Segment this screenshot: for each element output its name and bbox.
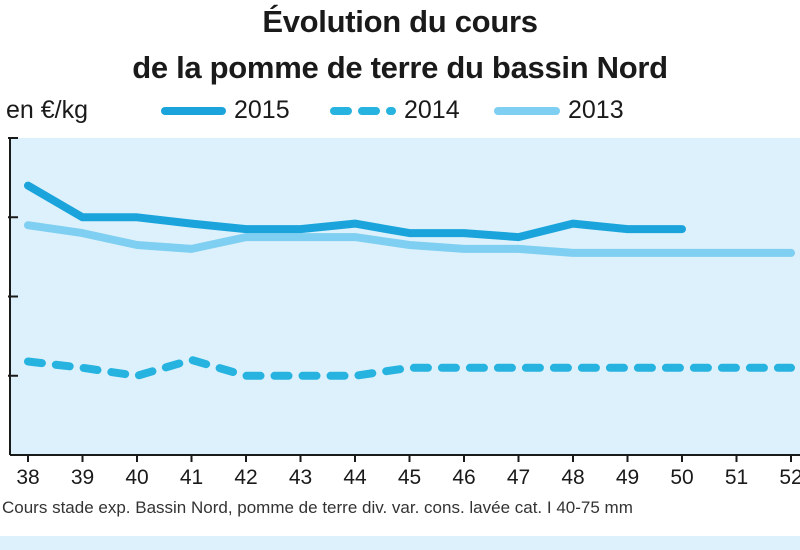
x-tick-label-43: 43	[289, 466, 312, 489]
x-tick-label-52: 52	[779, 466, 800, 489]
x-tick-label-45: 45	[398, 466, 421, 489]
x-tick-label-44: 44	[343, 466, 367, 489]
chart-title-line-2: de la pomme de terre du bassin Nord	[132, 50, 668, 85]
legend-label-2014: 2014	[404, 96, 460, 124]
x-tick-label-48: 48	[561, 466, 584, 489]
chart-title-line-1: Évolution du cours	[262, 4, 538, 39]
legend-label-2013: 2013	[568, 96, 624, 124]
plot-background	[10, 138, 800, 455]
source-note: Cours stade exp. Bassin Nord, pomme de t…	[2, 498, 633, 517]
x-tick-label-51: 51	[725, 466, 748, 489]
x-tick-label-50: 50	[670, 466, 693, 489]
legend-label-2015: 2015	[234, 96, 290, 124]
y-axis-unit-label: en €/kg	[6, 96, 89, 124]
series-line-2013	[24, 221, 795, 257]
series-line-2015	[24, 181, 686, 242]
x-tick-label-46: 46	[452, 466, 475, 489]
x-tick-label-39: 39	[71, 466, 94, 489]
x-tick-label-49: 49	[616, 466, 639, 489]
x-tick-label-40: 40	[125, 466, 148, 489]
x-tick-label-47: 47	[507, 466, 530, 489]
x-tick-label-38: 38	[16, 466, 39, 489]
x-tick-label-42: 42	[234, 466, 257, 489]
series-line-2014	[24, 355, 795, 380]
footer-band	[0, 536, 800, 550]
x-tick-label-41: 41	[180, 466, 203, 489]
